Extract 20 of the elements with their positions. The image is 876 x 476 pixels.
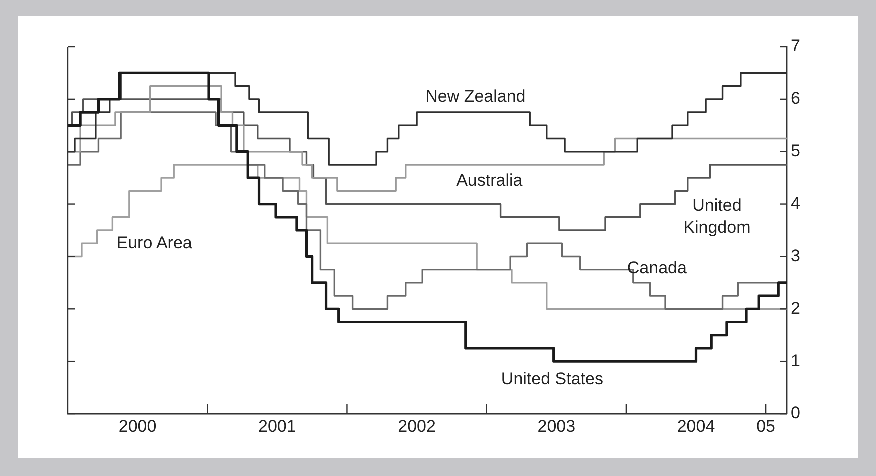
- series-label: United Kingdom: [684, 196, 751, 238]
- y-tick-label: 1: [791, 351, 800, 370]
- x-tick-label: 2002: [398, 416, 436, 436]
- x-tick-label: 2001: [258, 416, 296, 436]
- series-label: Canada: [627, 258, 688, 278]
- series-label: Australia: [456, 170, 524, 190]
- y-tick-label: 4: [791, 194, 800, 213]
- y-tick-label: 7: [791, 36, 800, 56]
- x-tick-label: 2000: [118, 416, 157, 436]
- series-label: Euro Area: [116, 233, 193, 252]
- y-tick-label: 6: [791, 89, 800, 108]
- series-label: United States: [501, 370, 604, 389]
- y-tick-label: 5: [791, 142, 800, 161]
- x-tick-label: 05: [756, 416, 776, 436]
- x-tick-label: 2004: [677, 416, 716, 436]
- x-tick-label: 2003: [538, 416, 576, 436]
- series-label: New Zealand: [426, 87, 526, 106]
- y-tick-label: 2: [791, 298, 800, 318]
- y-tick-label: 0: [791, 404, 800, 423]
- y-tick-label: 3: [791, 246, 800, 266]
